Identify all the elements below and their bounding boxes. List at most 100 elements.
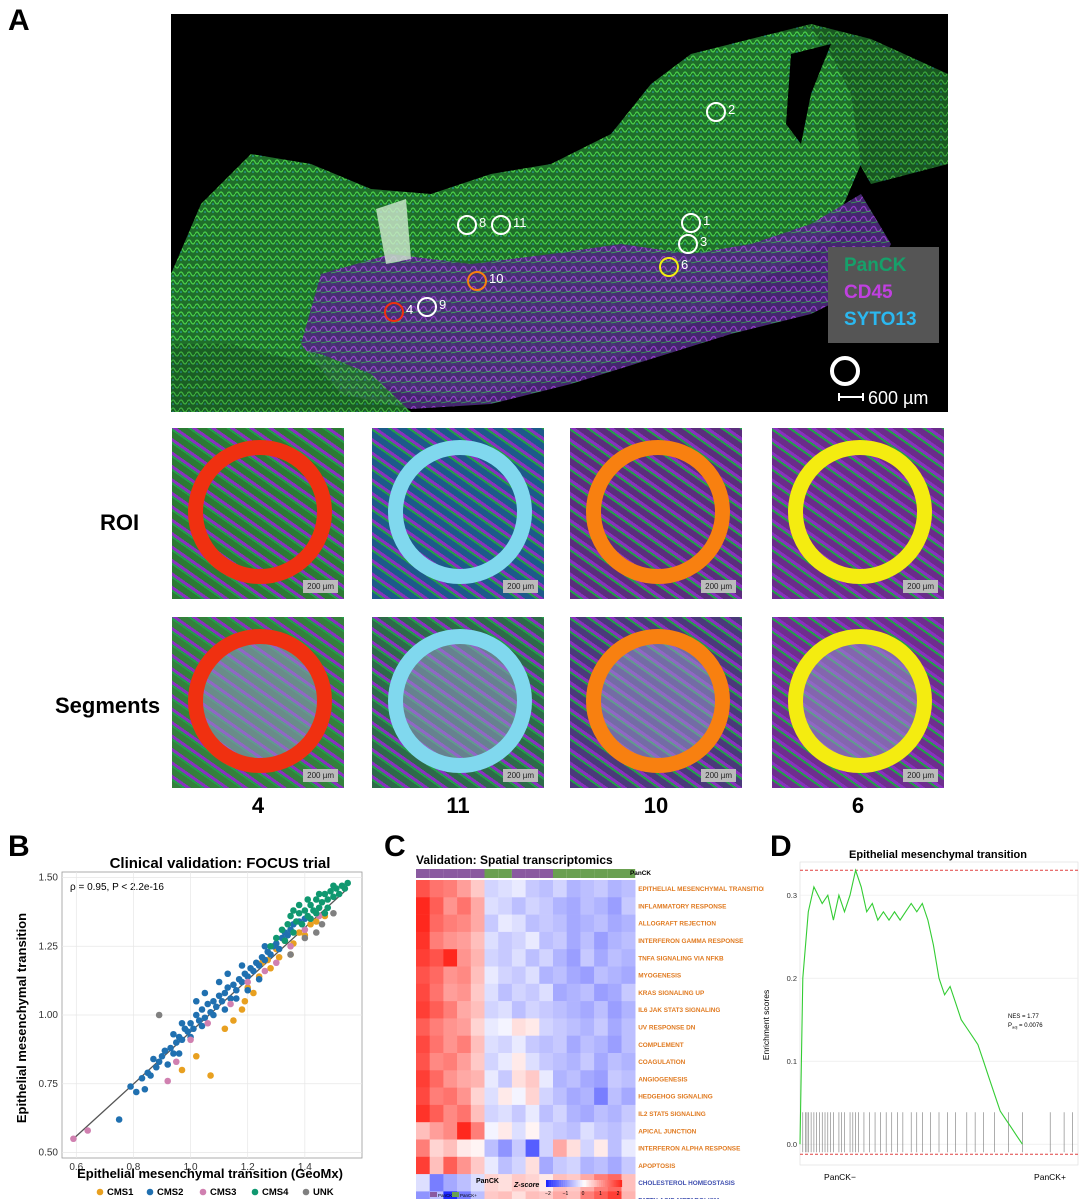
scatter-ylabel: Epithelial mesenchymal transition (14, 913, 29, 1123)
scatter-point-cms2 (167, 1044, 174, 1052)
scatter-point-cms2 (284, 931, 292, 939)
heatmap-cell (457, 1191, 472, 1199)
heatmap-cell (470, 1122, 485, 1140)
heatmap-cell (498, 966, 513, 985)
heatmap-cell (457, 1018, 472, 1036)
heatmap-cell (416, 1001, 430, 1019)
heatmap-cell (621, 1035, 636, 1054)
heatmap-cell (580, 1035, 595, 1054)
heatmap-cell (580, 1053, 595, 1071)
heatmap-cell (429, 1087, 444, 1106)
scatter-point-cms3 (70, 1135, 77, 1143)
heatmap-cell (580, 966, 595, 985)
gsea-xlabel-left: PanCK− (824, 1172, 856, 1182)
heatmap-cell (621, 949, 636, 967)
heatmap-cell (607, 1104, 622, 1123)
roi-marker-circle (706, 102, 726, 122)
tile-scale-label: 200 µm (903, 580, 938, 593)
heatmap-cell (498, 1156, 513, 1175)
heatmap-cell (607, 949, 622, 967)
heatmap-cell (443, 1087, 458, 1106)
heatmap-cell (607, 1001, 622, 1019)
heatmap-cell (553, 1001, 567, 1019)
heatmap-cell (621, 1191, 636, 1199)
heatmap-cell (470, 1087, 485, 1106)
z-colorbar-segment (576, 1180, 579, 1187)
roi-number-label: 10 (643, 793, 669, 818)
heatmap-cell (484, 1191, 499, 1199)
heatmap-cell (539, 914, 554, 933)
heatmap-cell (566, 914, 581, 933)
heatmap-cell (594, 1156, 609, 1175)
heatmap-cell (539, 983, 554, 1002)
panck-track-cell (607, 869, 622, 878)
heatmap-row-label: TNFA SIGNALING VIA NFKB (638, 955, 724, 962)
heatmap-cell (470, 1001, 485, 1019)
z-tick-label: 2 (617, 1191, 620, 1197)
scatter-annotation: ρ = 0.95, P < 2.2e-16 (70, 882, 164, 893)
roi-tile-10: 200 µm (570, 428, 742, 599)
heatmap-cell (553, 1191, 567, 1199)
scatter-point-cms2 (175, 1050, 183, 1057)
scatter-xlabel: Epithelial mesenchymal transition (GeoMx… (77, 1166, 343, 1181)
heatmap-cell (498, 1104, 513, 1123)
heatmap-cell (566, 1035, 581, 1054)
heatmap-row-label: APOPTOSIS (638, 1163, 676, 1170)
scatter-point-unk (330, 909, 337, 917)
z-colorbar-segment (604, 1180, 607, 1187)
heatmap-cell (621, 1174, 636, 1192)
scatter-point-unk (155, 1011, 163, 1019)
heatmap-cell (594, 1191, 609, 1199)
heatmap-cell (594, 1018, 609, 1036)
heatmap-cell (470, 1139, 485, 1158)
scatter-point-cms2 (141, 1085, 149, 1093)
z-colorbar-segment (580, 1180, 583, 1187)
scatter-point-cms4 (287, 912, 294, 920)
heatmap-cell (443, 931, 458, 950)
legend-label-unk: UNK (313, 1187, 334, 1198)
heatmap-cell (457, 1139, 472, 1158)
heatmap-cell (621, 1139, 636, 1158)
gsea-y-tick-label: 0.0 (787, 1140, 797, 1149)
segment-tile-11: 200 µm (372, 617, 544, 788)
heatmap-cell (416, 914, 430, 933)
y-tick-label: 0.75 (39, 1079, 59, 1090)
heatmap-cell (621, 983, 636, 1002)
heatmap-cell (498, 1035, 513, 1054)
heatmap-cell (621, 897, 636, 915)
heatmap-legend-swatch (452, 1192, 459, 1197)
scatter-point-cms4 (327, 887, 334, 895)
roi-ring (188, 629, 332, 773)
scatter-point-cms4 (267, 942, 274, 950)
heatmap-cell (621, 1122, 636, 1140)
scale-bar-label: 600 µm (868, 388, 929, 408)
z-tick-label: 1 (599, 1191, 602, 1197)
roi-marker-circle (681, 213, 701, 233)
scatter-point-cms2 (261, 956, 269, 964)
roi-ring (388, 440, 532, 584)
scatter-point-cms4 (321, 909, 329, 917)
heatmap-cell (525, 1104, 540, 1123)
heatmap-cell (539, 966, 554, 985)
heatmap-cell (457, 931, 472, 950)
heatmap-cell (539, 1053, 554, 1071)
legend-syto13: SYTO13 (844, 309, 917, 330)
panck-track-cell (621, 869, 636, 878)
heatmap-cell (443, 983, 458, 1002)
heatmap-row-label: COMPLEMENT (638, 1042, 684, 1049)
heatmap-cell (594, 983, 609, 1002)
heatmap-cell (566, 1070, 581, 1088)
scatter-point-cms2 (138, 1074, 146, 1082)
heatmap-cell (580, 880, 595, 898)
heatmap-cell (580, 1087, 595, 1106)
heatmap-cell (607, 1122, 622, 1140)
panck-track-cell (580, 869, 595, 878)
z-colorbar-segment (608, 1180, 611, 1187)
panck-track-cell (525, 869, 540, 878)
heatmap-cell (457, 897, 472, 915)
heatmap-cell (498, 1191, 513, 1199)
roi-ring (586, 440, 730, 584)
scatter-point-cms4 (295, 901, 303, 909)
heatmap-cell (580, 1139, 595, 1158)
heatmap-cell (429, 1035, 444, 1054)
